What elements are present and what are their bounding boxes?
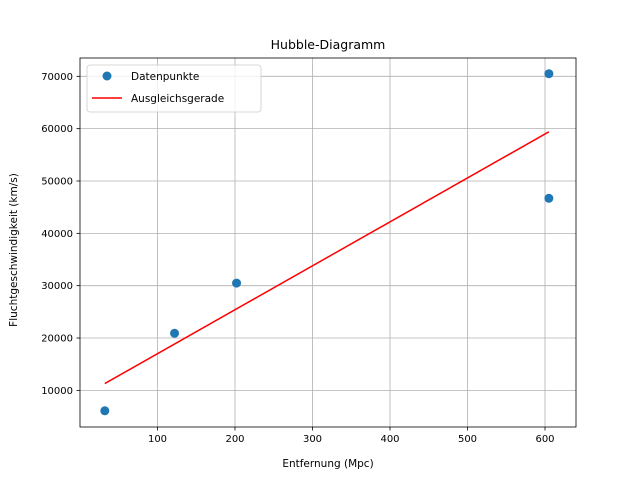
y-tick-label: 70000 xyxy=(41,72,73,83)
data-point xyxy=(100,406,110,416)
grid xyxy=(80,58,576,427)
x-axis-label: Entfernung (Mpc) xyxy=(282,458,373,470)
legend: Datenpunkte Ausgleichsgerade xyxy=(86,64,262,113)
x-tick-label: 300 xyxy=(303,434,322,445)
legend-label-datenpunkte: Datenpunkte xyxy=(131,71,199,83)
y-tick-label: 50000 xyxy=(41,177,73,188)
legend-label-ausgleichsgerade: Ausgleichsgerade xyxy=(131,93,224,105)
data-point xyxy=(544,69,554,79)
data-point xyxy=(170,328,180,338)
legend-marker-datenpunkte xyxy=(102,71,112,81)
x-tick-label: 200 xyxy=(225,434,244,445)
chart-title: Hubble-Diagramm xyxy=(271,37,386,52)
axes-frame xyxy=(79,57,577,428)
data-point xyxy=(232,278,242,288)
y-tick-label: 60000 xyxy=(41,124,73,135)
x-axis: 100 200 300 400 500 600 xyxy=(148,427,555,445)
data-point xyxy=(544,193,554,203)
x-tick-label: 600 xyxy=(535,434,554,445)
y-tick-label: 10000 xyxy=(41,386,73,397)
fit-line xyxy=(104,131,550,385)
plot-area xyxy=(100,69,554,416)
x-tick-label: 400 xyxy=(380,434,399,445)
x-tick-label: 500 xyxy=(458,434,477,445)
y-tick-label: 30000 xyxy=(41,281,73,292)
y-axis-label: Fluchtgeschwindigkeit (km/s) xyxy=(8,173,20,327)
x-tick-label: 100 xyxy=(148,434,167,445)
y-axis: 10000 20000 30000 40000 50000 60000 70000 xyxy=(41,72,80,397)
legend-box xyxy=(86,64,262,113)
y-tick-label: 40000 xyxy=(41,229,73,240)
y-tick-label: 20000 xyxy=(41,334,73,345)
